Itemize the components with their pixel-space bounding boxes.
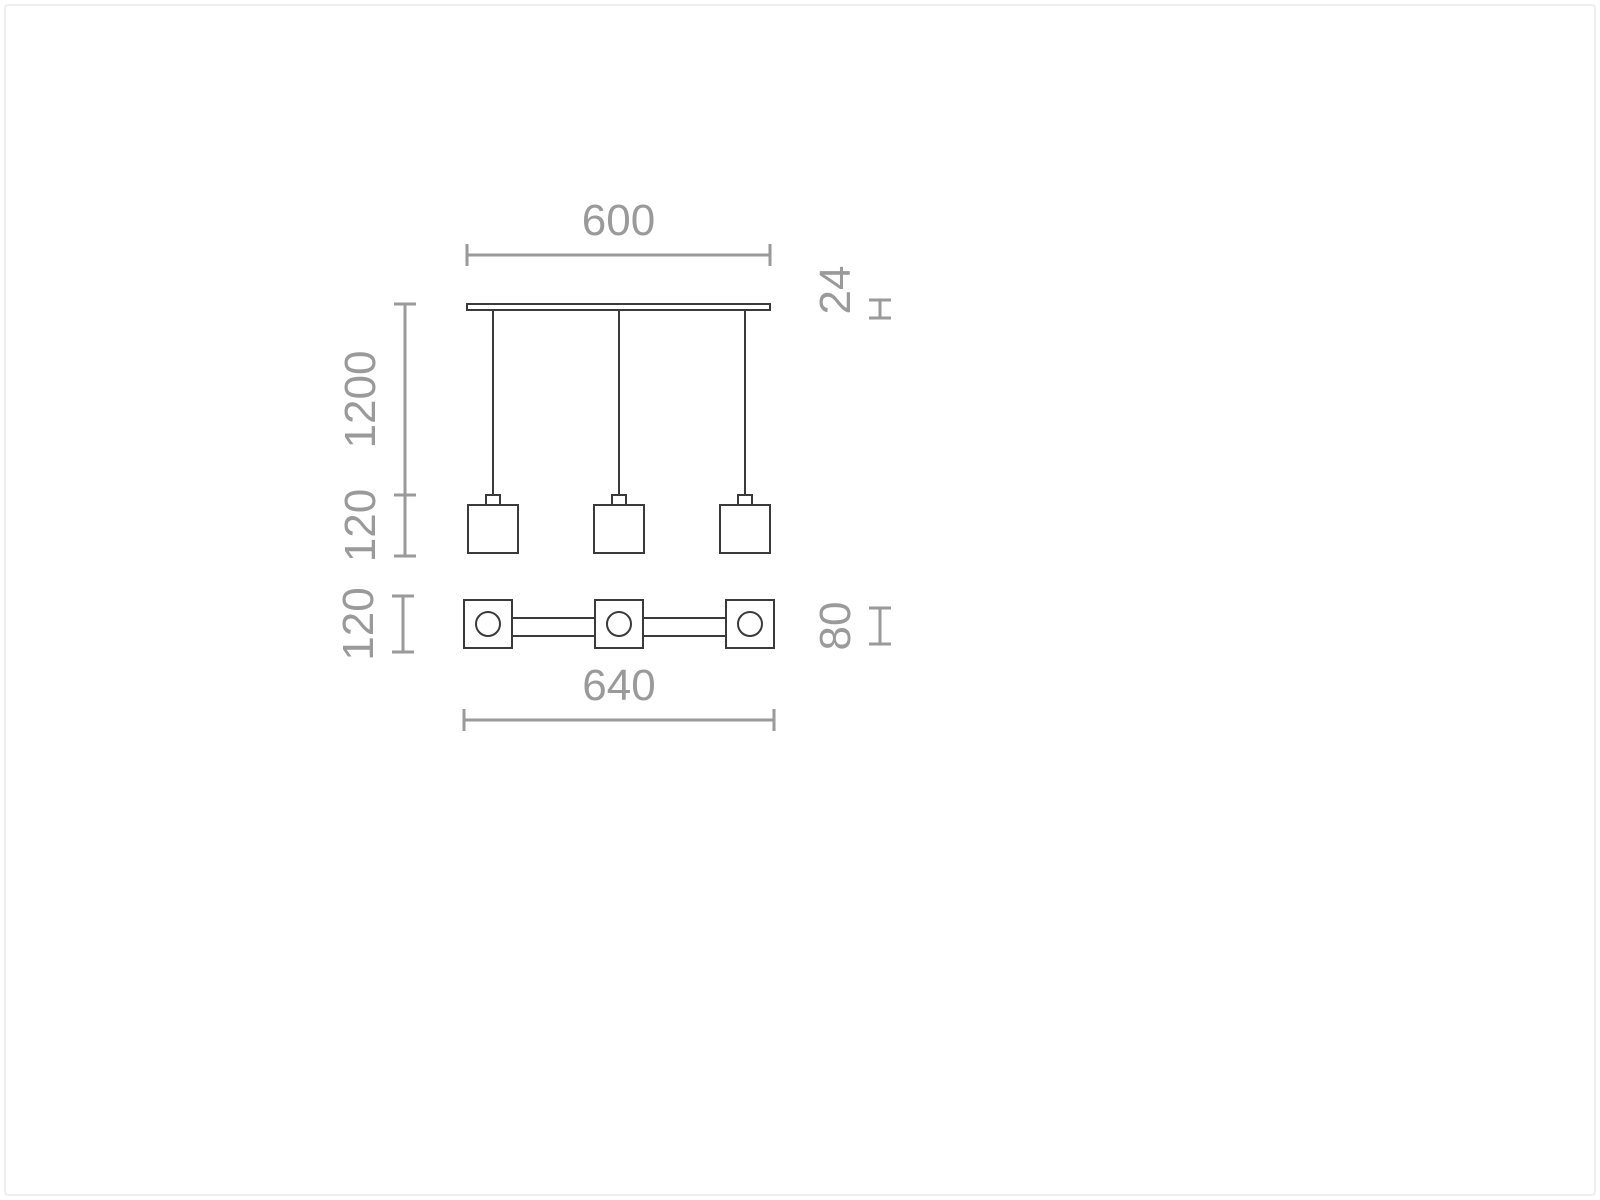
dim-bottom-width: 640 xyxy=(464,661,774,731)
dim-plate-thickness-label: 24 xyxy=(811,266,860,315)
technical-drawing: 600 1200 120 120 24 80 640 xyxy=(0,0,1600,1200)
dim-cable-length-label: 1200 xyxy=(336,351,385,449)
plan-square-1 xyxy=(595,600,643,648)
dim-shade-height-label: 120 xyxy=(336,489,385,562)
dim-shade-height: 120 xyxy=(336,489,416,562)
dim-cable-length: 1200 xyxy=(336,304,416,495)
dim-top-width: 600 xyxy=(467,196,770,266)
plan-square-2 xyxy=(726,600,774,648)
plan-square-0 xyxy=(464,600,512,648)
shade-1 xyxy=(594,495,644,553)
dim-plan-bar-height-label: 80 xyxy=(811,602,860,651)
dim-plan-square: 120 xyxy=(334,587,414,660)
shade-2 xyxy=(720,495,770,553)
dim-plan-bar-height: 80 xyxy=(811,602,891,651)
dim-plan-square-label: 120 xyxy=(334,587,383,660)
dim-bottom-width-label: 640 xyxy=(582,661,655,710)
frame xyxy=(5,5,1595,1195)
ceiling-plate xyxy=(467,304,770,310)
plan-view xyxy=(464,600,774,648)
dim-plate-thickness: 24 xyxy=(811,266,891,318)
shade-0 xyxy=(468,495,518,553)
dim-top-width-label: 600 xyxy=(582,196,655,245)
